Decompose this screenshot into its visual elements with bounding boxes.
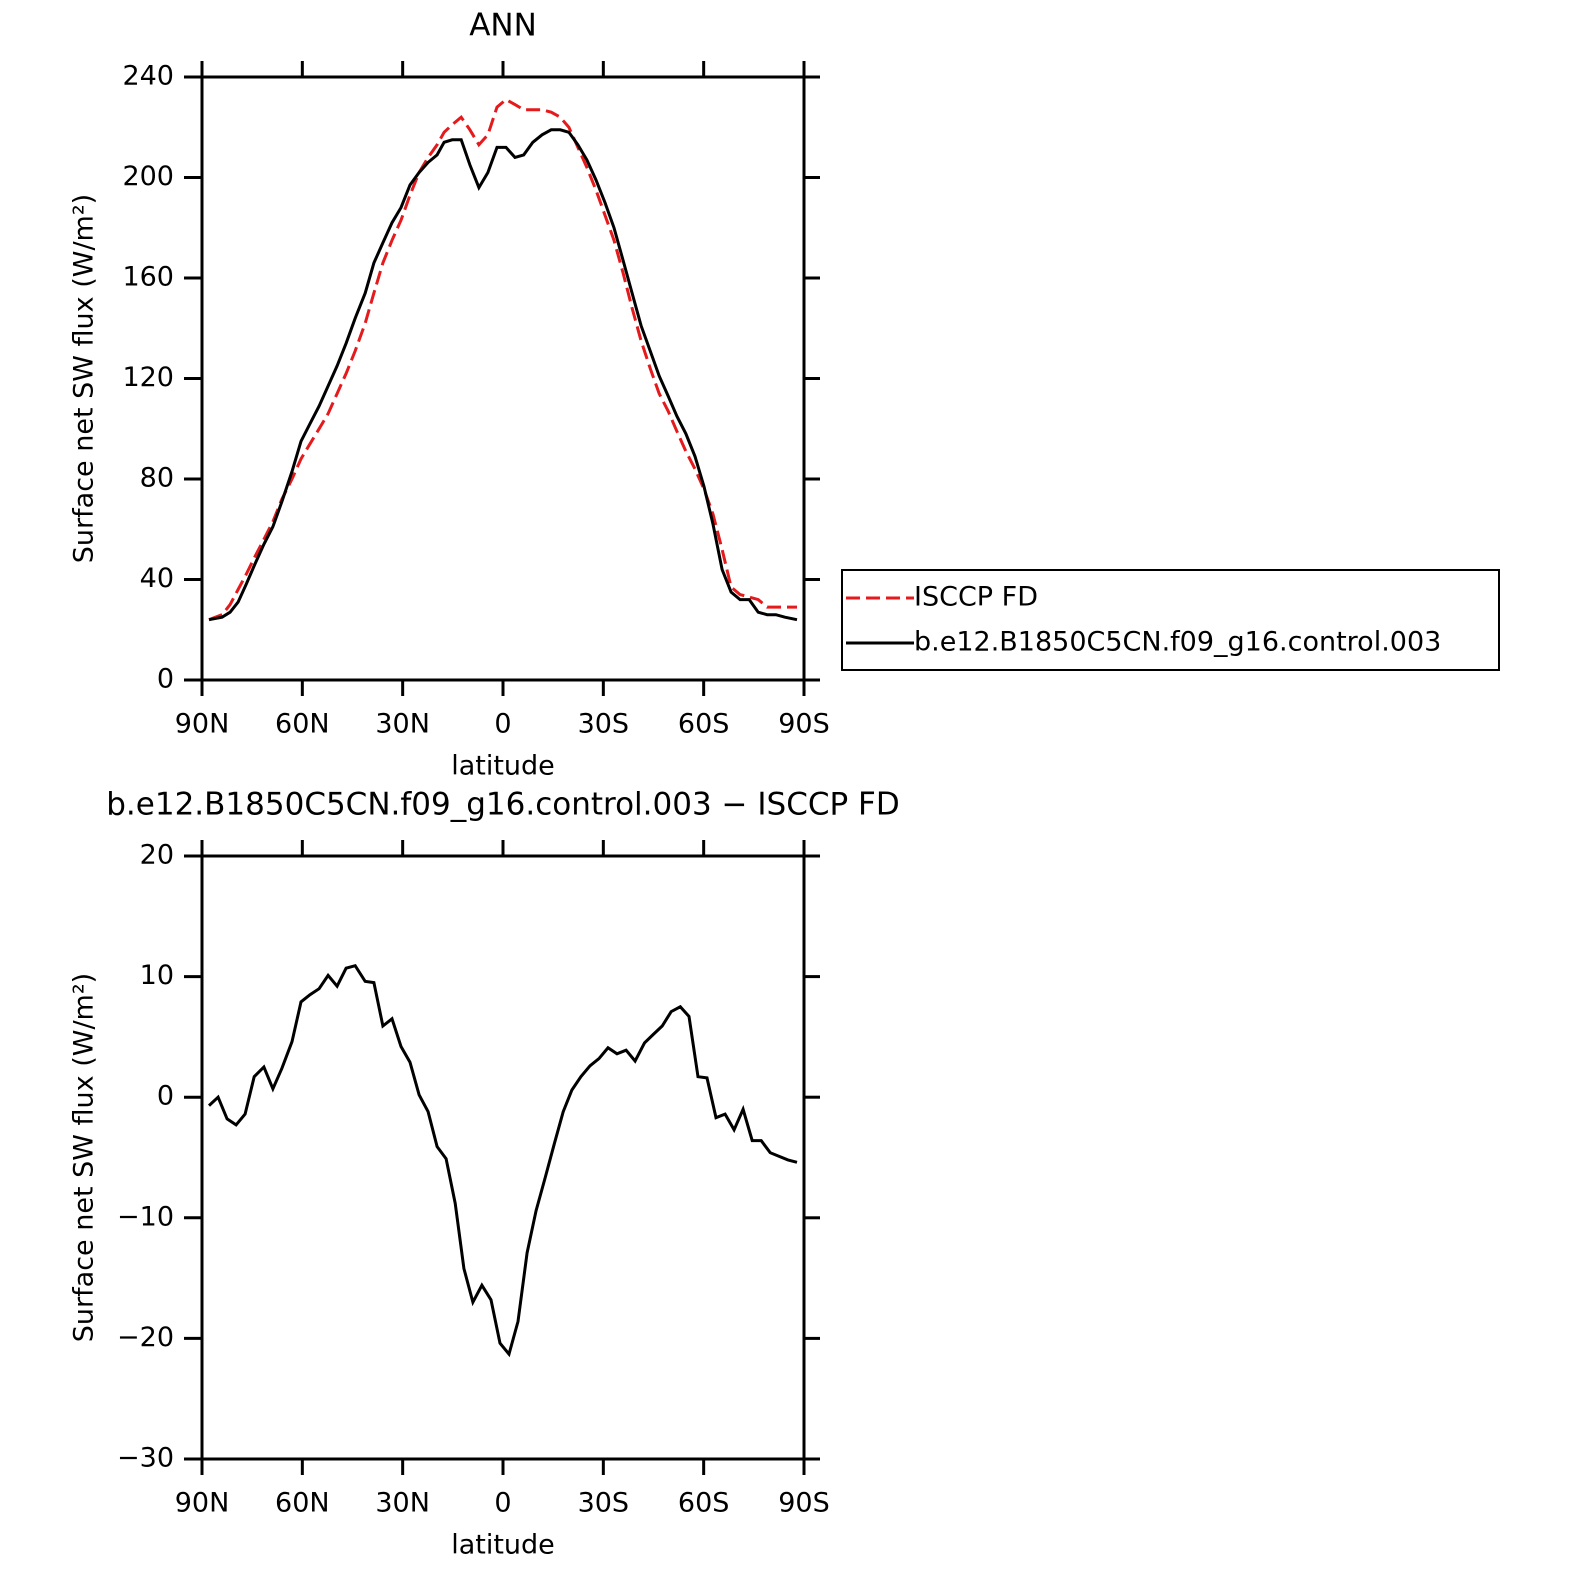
x-tick-label: 90N: [175, 1488, 230, 1519]
y-axis-label: Surface net SW flux (W/m²): [69, 194, 100, 563]
y-tick-label: 200: [122, 161, 174, 192]
plot-frame: [200, 854, 806, 1461]
chart-title: ANN: [469, 8, 537, 44]
x-axis-label: latitude: [451, 1530, 555, 1561]
chart-title: b.e12.B1850C5CN.f09_g16.control.003 − IS…: [106, 787, 899, 823]
x-tick-label: 0: [494, 709, 511, 740]
data-line: [208, 97, 797, 622]
data-line: [208, 128, 798, 622]
data-line: [207, 963, 798, 1358]
y-tick-label: 80: [140, 463, 174, 494]
y-tick-label: −10: [117, 1201, 174, 1232]
x-tick-label: 90S: [778, 709, 830, 740]
legend-box: [841, 569, 1500, 671]
x-tick-label: 30S: [578, 709, 630, 740]
x-tick-label: 60N: [275, 1488, 330, 1519]
y-tick-label: 120: [122, 362, 174, 393]
y-tick-label: 160: [122, 262, 174, 293]
y-tick-label: −30: [117, 1443, 174, 1474]
x-tick-label: 60N: [275, 709, 330, 740]
y-tick-label: 0: [157, 664, 174, 695]
x-tick-label: 90N: [175, 709, 230, 740]
x-tick-label: 30S: [578, 1488, 630, 1519]
y-tick-label: 10: [140, 960, 174, 991]
y-tick-label: 240: [122, 61, 174, 92]
x-tick-label: 90S: [778, 1488, 830, 1519]
y-axis-label: Surface net SW flux (W/m²): [69, 973, 100, 1342]
x-tick-label: 30N: [375, 709, 430, 740]
x-tick-label: 30N: [375, 1488, 430, 1519]
x-tick-label: 60S: [678, 709, 730, 740]
x-tick-label: 60S: [678, 1488, 730, 1519]
y-tick-label: 40: [140, 563, 174, 594]
y-tick-label: 0: [157, 1081, 174, 1112]
x-tick-label: 0: [494, 1488, 511, 1519]
legend-label: b.e12.B1850C5CN.f09_g16.control.003: [914, 627, 1441, 658]
plot-frame: [200, 75, 806, 682]
x-axis-label: latitude: [451, 751, 555, 782]
legend-label: ISCCP FD: [914, 582, 1038, 613]
y-tick-label: −20: [117, 1322, 174, 1353]
y-tick-label: 20: [140, 840, 174, 871]
